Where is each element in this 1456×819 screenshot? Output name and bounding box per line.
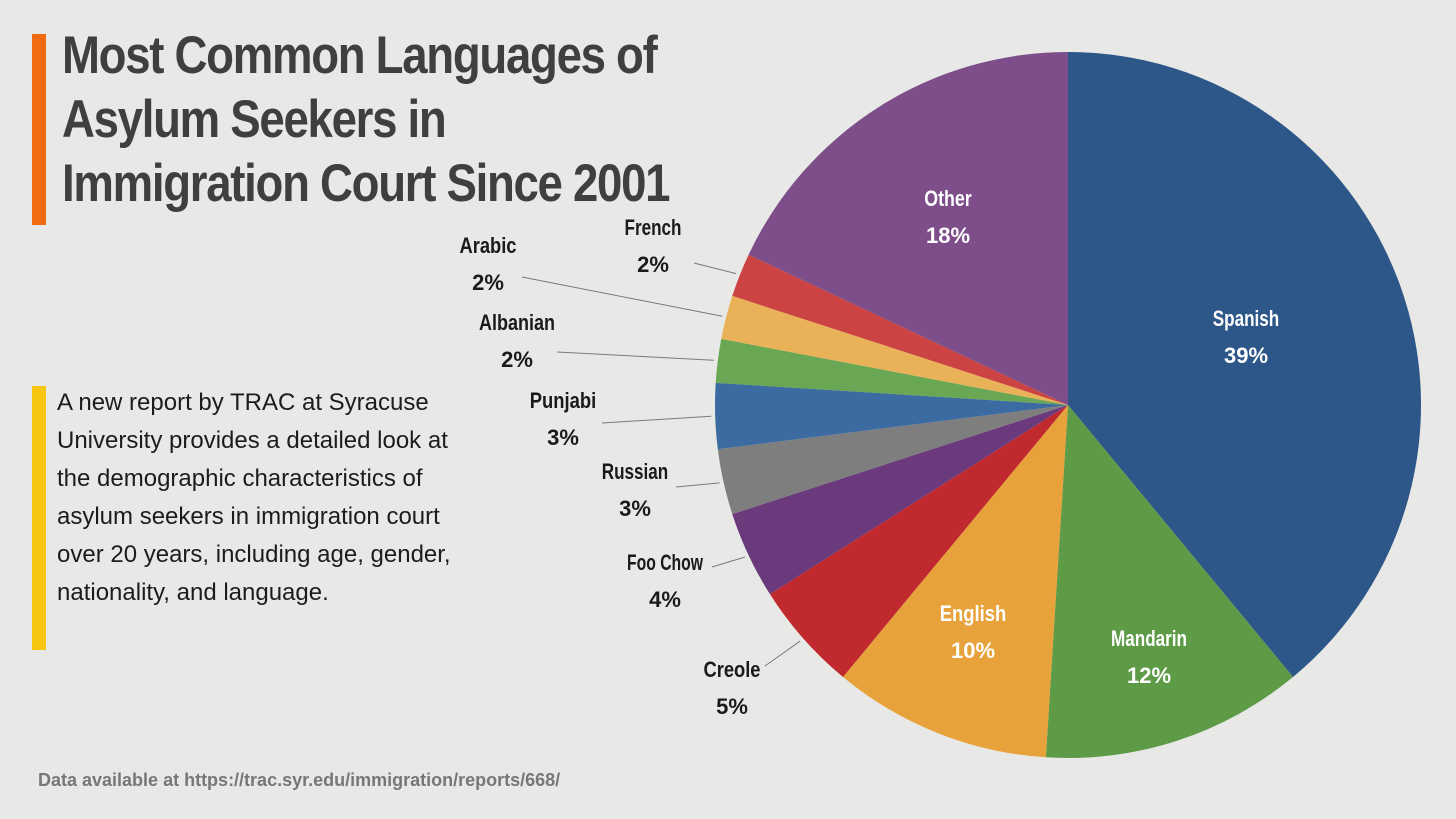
leader-line-creole [764,640,801,667]
pie-slice-russian [717,405,1068,515]
slice-value-english: 10% [951,638,995,663]
slice-label-mandarin: Mandarin [1111,626,1187,651]
pie-slice-albanian [715,338,1068,405]
slice-label-arabic: Arabic [460,233,517,258]
slice-value-foo-chow: 4% [649,587,681,612]
slice-label-other: Other [924,186,972,211]
pie-slice-arabic [721,295,1068,405]
slice-label-spanish: Spanish [1213,306,1280,331]
pie-slice-spanish [1068,52,1421,677]
slice-value-other: 18% [926,223,970,248]
slice-value-russian: 3% [619,496,651,521]
slice-label-creole: Creole [704,657,761,682]
slice-value-albanian: 2% [501,347,533,372]
leader-line-albanian [556,351,714,361]
pie-slice-mandarin [1045,405,1294,758]
pie-slice-foo-chow [732,405,1068,595]
slice-value-punjabi: 3% [547,425,579,450]
slice-label-french: French [625,215,682,240]
slice-value-french: 2% [637,252,669,277]
source-note: Data available at https://trac.syr.edu/i… [38,770,561,790]
slice-label-punjabi: Punjabi [530,388,597,413]
pie-slice-other [748,52,1068,405]
slice-value-spanish: 39% [1224,343,1268,368]
slice-value-creole: 5% [716,694,748,719]
slice-label-foo-chow: Foo Chow [627,550,704,575]
slice-value-arabic: 2% [472,270,504,295]
pie-slice-french [732,254,1068,405]
chart-title: Most Common Languages of Asylum Seekers … [62,26,671,213]
pie-slices [714,52,1421,758]
leader-line-russian [675,482,720,488]
description-text: A new report by TRAC at Syracuse Univers… [57,389,451,606]
pie-leader-lines [521,262,801,667]
pie-slice-english [842,405,1068,758]
title-accent-bar [32,34,46,225]
slice-label-russian: Russian [602,459,669,484]
pie-labels: Spanish 39% Mandarin 12% English 10% Creole 5% F… [460,186,1280,719]
description-accent-bar [32,386,46,650]
pie-slice-punjabi [714,382,1068,450]
leader-line-french [693,262,737,275]
pie-slice-creole [769,405,1068,677]
leader-line-foo-chow [711,556,746,568]
leader-line-arabic [521,276,723,317]
slice-value-mandarin: 12% [1127,663,1171,688]
leader-line-punjabi [601,415,712,424]
slice-label-albanian: Albanian [479,310,555,335]
slice-label-english: English [940,601,1007,626]
